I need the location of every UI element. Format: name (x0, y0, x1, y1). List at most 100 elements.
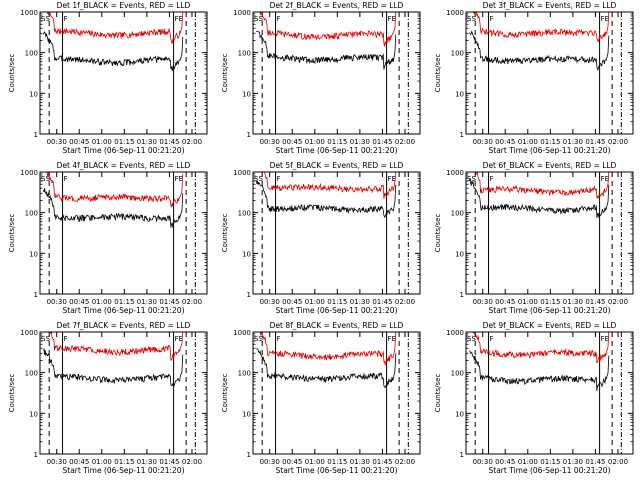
marker-flare-start-label: F (277, 335, 281, 343)
series-lld-line (469, 331, 610, 364)
x-tick-label: 01:45 (159, 458, 179, 466)
chart-panel-4: Det 4f_BLACK = Events, RED = LLD 1 10 100 10… (8, 161, 208, 315)
x-tick-label: 00:45 (69, 458, 89, 466)
x-tick-label: 01:30 (350, 138, 370, 146)
marker-flare-end-label: FE (388, 15, 396, 23)
x-tick-label: 01:15 (540, 458, 560, 466)
marker-start-label: SS (41, 15, 50, 23)
y-tick-label: 100 (451, 210, 464, 218)
x-axis-label: Start Time (06-Sep-11 00:21:20) (276, 146, 398, 155)
x-tick-label: 00:45 (495, 298, 515, 306)
chart-panel-7: Det 7f_BLACK = Events, RED = LLD 1 10 100 10… (8, 321, 208, 475)
plot-frame (39, 331, 208, 455)
y-tick-label: 10 (455, 250, 464, 258)
x-tick-label: 02:00 (608, 298, 628, 306)
x-tick-label: 01:30 (137, 138, 157, 146)
x-tick-label: 02:00 (395, 298, 415, 306)
series-lld-line (43, 11, 184, 44)
series-lld-line (43, 171, 184, 208)
series-events-line (256, 348, 397, 389)
x-tick-label: 01:45 (585, 138, 605, 146)
y-tick-label: 100 (25, 210, 38, 218)
plot-frame (252, 11, 421, 135)
x-tick-label: 01:45 (372, 138, 392, 146)
x-tick-label: 00:45 (495, 138, 515, 146)
marker-start-label: SS (467, 335, 476, 343)
x-tick-label: 02:00 (182, 298, 202, 306)
marker-flare-end-label: FE (175, 15, 183, 23)
x-tick-label: 00:30 (47, 298, 67, 306)
x-tick-label: 00:30 (260, 298, 280, 306)
marker-flare-end-label: FE (601, 335, 609, 343)
chart-title: Det 9f_BLACK = Events, RED = LLD (483, 321, 617, 330)
y-axis-label: Counts/sec (221, 374, 229, 413)
y-tick-label: 1000 (233, 329, 251, 337)
series-events-line (256, 30, 397, 70)
x-tick-label: 01:30 (563, 458, 583, 466)
y-tick-label: 1 (460, 131, 464, 139)
series-events-line (42, 187, 184, 229)
x-tick-label: 01:30 (137, 458, 157, 466)
x-tick-label: 01:30 (563, 298, 583, 306)
y-axis-label: Counts/sec (221, 214, 229, 253)
marker-flare-start-label: F (64, 15, 68, 23)
y-tick-label: 10 (242, 90, 251, 98)
y-axis-label: Counts/sec (8, 54, 16, 93)
chart-panel-3: Det 3f_BLACK = Events, RED = LLD 1 10 100 10… (434, 1, 634, 155)
y-tick-label: 1000 (446, 169, 464, 177)
chart-title: Det 6f_BLACK = Events, RED = LLD (483, 161, 617, 170)
x-tick-label: 01:00 (305, 458, 325, 466)
marker-flare-end-label: FE (175, 175, 183, 183)
y-tick-label: 10 (455, 90, 464, 98)
chart-title: Det 3f_BLACK = Events, RED = LLD (483, 1, 617, 10)
marker-flare-end-label: FE (601, 15, 609, 23)
marker-start-label: SS (254, 15, 263, 23)
y-tick-label: 1 (460, 451, 464, 459)
x-tick-label: 01:15 (327, 298, 347, 306)
marker-start-label: SS (467, 15, 476, 23)
marker-flare-start-label: F (64, 335, 68, 343)
x-tick-label: 00:45 (282, 298, 302, 306)
y-axis-label: Counts/sec (434, 214, 442, 253)
y-tick-label: 1000 (233, 169, 251, 177)
chart-panel-2: Det 2f_BLACK = Events, RED = LLD 1 10 100 10… (221, 1, 421, 155)
series-events-line (42, 347, 184, 387)
y-tick-label: 10 (29, 410, 38, 418)
marker-flare-start-label: F (490, 15, 494, 23)
x-tick-label: 01:45 (372, 298, 392, 306)
x-tick-label: 01:45 (372, 458, 392, 466)
series-events-line (42, 31, 184, 72)
chart-title: Det 4f_BLACK = Events, RED = LLD (57, 161, 191, 170)
x-tick-label: 01:00 (305, 138, 325, 146)
y-tick-label: 100 (238, 50, 251, 58)
marker-flare-end-label: FE (601, 175, 609, 183)
x-tick-label: 01:00 (92, 298, 112, 306)
y-tick-label: 100 (451, 50, 464, 58)
plot-frame (465, 11, 634, 135)
marker-start-label: SS (467, 175, 476, 183)
marker-start-label: SS (41, 175, 50, 183)
y-tick-label: 100 (25, 50, 38, 58)
series-events-line (255, 180, 397, 218)
x-tick-label: 02:00 (182, 458, 202, 466)
x-tick-label: 01:00 (92, 138, 112, 146)
y-axis-label: Counts/sec (8, 214, 16, 253)
plot-frame (465, 171, 634, 295)
x-axis-label: Start Time (06-Sep-11 00:21:20) (489, 466, 611, 475)
x-axis-label: Start Time (06-Sep-11 00:21:20) (63, 466, 185, 475)
x-tick-label: 02:00 (608, 138, 628, 146)
y-tick-label: 10 (242, 250, 251, 258)
chart-title: Det 5f_BLACK = Events, RED = LLD (270, 161, 404, 170)
plot-frame (252, 331, 421, 455)
marker-flare-start-label: F (490, 175, 494, 183)
chart-title: Det 1f_BLACK = Events, RED = LLD (57, 1, 191, 10)
marker-flare-start-label: F (277, 15, 281, 23)
x-tick-label: 01:45 (159, 138, 179, 146)
series-events-line (468, 30, 610, 71)
x-tick-label: 00:30 (260, 458, 280, 466)
series-events-line (468, 178, 610, 218)
y-tick-label: 10 (455, 410, 464, 418)
marker-start-label: SS (254, 175, 263, 183)
y-tick-label: 10 (29, 250, 38, 258)
x-axis-label: Start Time (06-Sep-11 00:21:20) (63, 306, 185, 315)
